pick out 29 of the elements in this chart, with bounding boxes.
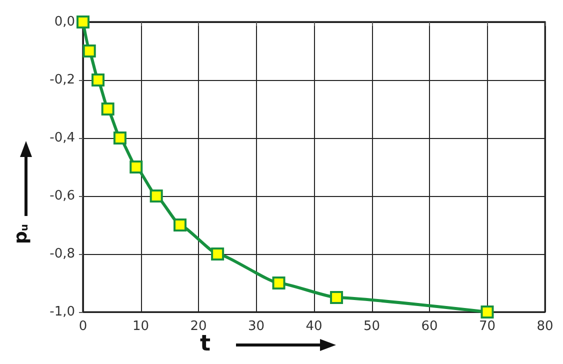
- x-tick-label: 70: [478, 319, 496, 334]
- point: [174, 218, 187, 232]
- x-tick-label: 60: [421, 319, 438, 334]
- point: [330, 291, 344, 304]
- x-tick-label: 40: [306, 319, 322, 334]
- point: [101, 102, 114, 116]
- x-axis-title: t: [200, 332, 211, 356]
- x-tick-label: 20: [190, 319, 207, 334]
- point: [76, 16, 90, 28]
- y-axis-title: pu: [10, 224, 32, 244]
- point: [480, 306, 494, 318]
- y-tick-label: -0,8: [50, 246, 75, 262]
- point: [113, 132, 126, 144]
- x-tick-label: 30: [248, 319, 265, 334]
- point: [211, 248, 224, 260]
- x-tick-label: 10: [132, 319, 150, 334]
- point: [272, 276, 286, 290]
- point: [150, 190, 163, 202]
- x-tick-label: 80: [536, 319, 554, 334]
- y-tick-label: -0,6: [50, 188, 75, 204]
- x-tick-label: 0: [78, 319, 88, 334]
- point: [130, 160, 143, 174]
- y-tick-label: 0,0: [54, 14, 75, 30]
- x-tick-label: 50: [363, 319, 380, 334]
- point: [92, 74, 105, 86]
- point: [82, 44, 96, 58]
- y-tick-label: -0,2: [50, 72, 75, 88]
- y-tick-label: -1,0: [50, 304, 75, 320]
- y-tick-label: -0,4: [50, 130, 75, 146]
